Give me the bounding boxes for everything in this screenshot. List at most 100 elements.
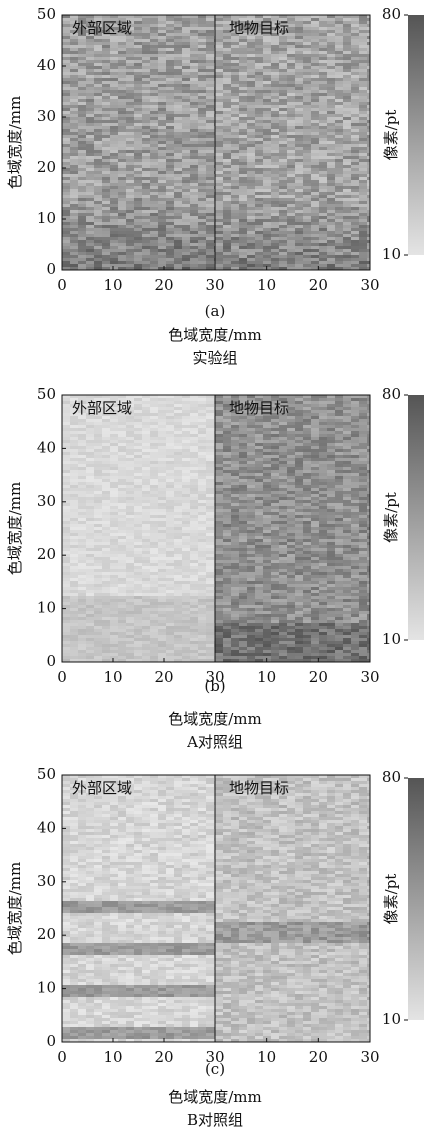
texture-cell	[319, 255, 327, 258]
texture-cell	[150, 210, 158, 213]
texture-cell	[174, 572, 182, 575]
texture-cell	[351, 240, 359, 243]
texture-cell	[94, 524, 102, 527]
texture-cell	[142, 428, 150, 431]
texture-cell	[247, 264, 255, 267]
texture-cell	[142, 419, 150, 422]
texture-cell	[126, 425, 134, 428]
texture-cell	[86, 593, 94, 596]
texture-cell	[182, 165, 190, 168]
texture-cell	[206, 201, 214, 204]
texture-cell	[78, 614, 86, 617]
texture-cell	[215, 165, 223, 168]
texture-cell	[335, 24, 343, 27]
texture-cell	[166, 183, 174, 186]
texture-cell	[174, 213, 182, 216]
texture-cell	[190, 602, 198, 605]
texture-cell	[142, 590, 150, 593]
texture-cell	[287, 135, 295, 138]
texture-cell	[287, 255, 295, 258]
texture-cell	[142, 470, 150, 473]
texture-cell	[351, 195, 359, 198]
texture-cell	[223, 129, 231, 132]
texture-cell	[70, 264, 78, 267]
texture-cell	[295, 39, 303, 42]
texture-cell	[335, 30, 343, 33]
texture-cell	[231, 180, 239, 183]
texture-cell	[206, 464, 214, 467]
texture-cell	[174, 476, 182, 479]
texture-cell	[110, 533, 118, 536]
texture-cell	[158, 617, 166, 620]
texture-cell	[327, 72, 335, 75]
texture-cell	[150, 584, 158, 587]
texture-cell	[102, 455, 110, 458]
texture-cell	[311, 21, 319, 24]
texture-cell	[142, 102, 150, 105]
texture-cell	[231, 81, 239, 84]
texture-cell	[62, 81, 70, 84]
texture-cell	[150, 524, 158, 527]
texture-cell	[223, 105, 231, 108]
texture-cell	[263, 102, 271, 105]
texture-cell	[174, 563, 182, 566]
texture-cell	[142, 87, 150, 90]
texture-cell	[215, 198, 223, 201]
texture-cell	[118, 252, 126, 255]
texture-cell	[70, 132, 78, 135]
texture-cell	[158, 201, 166, 204]
texture-cell	[94, 536, 102, 539]
texture-cell	[94, 593, 102, 596]
texture-cell	[343, 264, 351, 267]
texture-cell	[94, 177, 102, 180]
texture-cell	[142, 111, 150, 114]
texture-cell	[70, 141, 78, 144]
texture-cell	[174, 117, 182, 120]
texture-cell	[126, 470, 134, 473]
texture-cell	[198, 464, 206, 467]
texture-cell	[70, 554, 78, 557]
texture-cell	[182, 24, 190, 27]
texture-cell	[150, 243, 158, 246]
texture-cell	[126, 485, 134, 488]
texture-cell	[70, 620, 78, 623]
texture-cell	[198, 410, 206, 413]
texture-cell	[190, 443, 198, 446]
texture-cell	[118, 222, 126, 225]
texture-cell	[303, 246, 311, 249]
texture-cell	[311, 78, 319, 81]
texture-cell	[166, 42, 174, 45]
texture-cell	[70, 614, 78, 617]
texture-cell	[335, 141, 343, 144]
texture-cell	[190, 446, 198, 449]
texture-cell	[190, 195, 198, 198]
texture-cell	[118, 545, 126, 548]
texture-cell	[166, 449, 174, 452]
texture-cell	[110, 48, 118, 51]
texture-cell	[215, 24, 223, 27]
texture-cell	[279, 243, 287, 246]
texture-cell	[118, 593, 126, 596]
texture-cell	[279, 219, 287, 222]
texture-cell	[142, 581, 150, 584]
texture-cell	[198, 428, 206, 431]
texture-cell	[78, 165, 86, 168]
texture-cell	[239, 132, 247, 135]
texture-cell	[223, 48, 231, 51]
texture-cell	[198, 425, 206, 428]
texture-cell	[70, 467, 78, 470]
texture-cell	[327, 66, 335, 69]
texture-cell	[279, 45, 287, 48]
texture-cell	[110, 455, 118, 458]
texture-cell	[118, 563, 126, 566]
texture-cell	[78, 234, 86, 237]
texture-cell	[182, 401, 190, 404]
texture-cell	[134, 479, 142, 482]
texture-cell	[126, 593, 134, 596]
texture-cell	[94, 623, 102, 626]
texture-cell	[142, 404, 150, 407]
texture-cell	[102, 63, 110, 66]
texture-cell	[86, 494, 94, 497]
texture-cell	[118, 48, 126, 51]
texture-cell	[86, 201, 94, 204]
